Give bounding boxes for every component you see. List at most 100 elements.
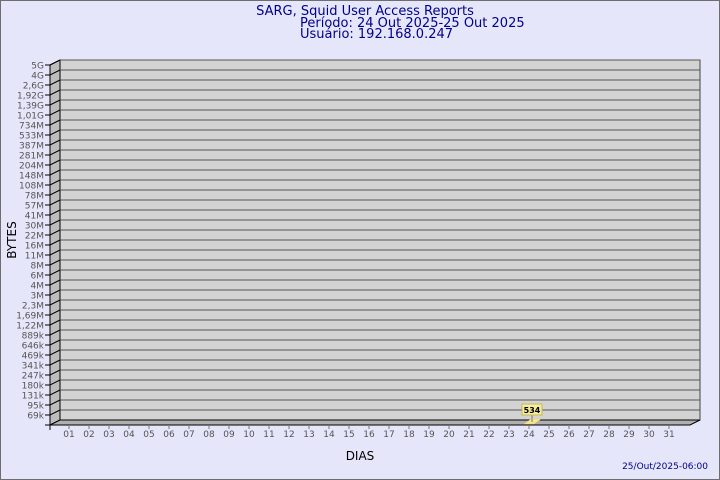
y-tick (45, 379, 61, 386)
x-tick-label: 07 (183, 430, 194, 440)
x-tick-label: 08 (203, 430, 215, 440)
x-tick-label: 14 (323, 430, 335, 440)
y-tick (45, 139, 61, 146)
y-tick (45, 369, 61, 376)
y-tick (45, 129, 61, 136)
plot-floor (49, 419, 701, 426)
y-tick (45, 59, 61, 66)
y-tick-label: 281M (19, 152, 44, 162)
y-tick (45, 89, 61, 96)
y-tick (45, 249, 61, 256)
y-tick-label: 78M (25, 192, 44, 202)
y-tick-label: 341k (22, 362, 45, 372)
y-tick (45, 259, 61, 266)
y-tick-label: 1,01G (17, 112, 44, 122)
x-tick-label: 06 (163, 430, 175, 440)
y-tick-label: 1,22M (16, 322, 44, 332)
x-tick-label: 18 (403, 430, 415, 440)
y-tick-label: 16M (25, 242, 44, 252)
y-tick (45, 279, 61, 286)
chart-period: Período: 24 Out 2025-25 Out 2025 (300, 16, 525, 31)
y-tick (45, 79, 61, 86)
y-tick (45, 119, 61, 126)
data-label-box (521, 403, 543, 416)
y-tick-label: 57M (25, 202, 44, 212)
x-tick-label: 26 (563, 430, 575, 440)
chart-user: Usuário: 192.168.0.247 (300, 27, 453, 42)
y-tick-label: 4G (31, 72, 44, 82)
x-tick-label: 13 (303, 430, 314, 440)
y-tick (45, 189, 61, 196)
y-tick-label: 3M (31, 292, 45, 302)
y-tick (45, 299, 61, 306)
x-tick-label: 31 (663, 430, 674, 440)
x-tick-label: 20 (443, 430, 455, 440)
y-axis-label: BYTES (5, 221, 19, 258)
y-tick (45, 349, 61, 356)
y-tick (45, 159, 61, 166)
x-tick-label: 10 (243, 430, 255, 440)
y-tick-label: 2,3M (22, 302, 44, 312)
chart-title: SARG, Squid User Access Reports (256, 4, 474, 19)
data-label: 534 (524, 406, 541, 415)
x-tick-label: 23 (503, 430, 514, 440)
x-tick-label: 24 (523, 430, 535, 440)
x-tick-label: 30 (643, 430, 655, 440)
y-tick-label: 469k (22, 352, 45, 362)
x-tick-label: 12 (283, 430, 294, 440)
x-tick-label: 28 (603, 430, 615, 440)
x-tick-label: 05 (143, 430, 154, 440)
y-tick-label: 148M (19, 172, 44, 182)
y-tick (45, 329, 61, 336)
y-tick (45, 199, 61, 206)
y-tick-label: 247k (22, 372, 45, 382)
x-tick-label: 29 (623, 430, 635, 440)
y-tick-label: 204M (19, 162, 44, 172)
x-tick-label: 27 (583, 430, 594, 440)
y-tick-label: 1,69M (16, 312, 44, 322)
y-tick-label: 30M (25, 222, 44, 232)
y-tick (45, 219, 61, 226)
y-tick (45, 149, 61, 156)
x-tick-label: 02 (83, 430, 94, 440)
y-tick-label: 5G (31, 62, 44, 72)
y-tick-label: 889k (22, 332, 45, 342)
y-tick-label: 2,6G (23, 82, 44, 92)
y-tick (45, 269, 61, 276)
y-tick-label: 22M (25, 232, 44, 242)
y-tick (45, 409, 61, 416)
y-tick-label: 108M (19, 182, 44, 192)
x-tick-label: 01 (63, 430, 74, 440)
y-tick (45, 109, 61, 116)
y-tick-label: 734M (19, 122, 44, 132)
x-tick-label: 15 (343, 430, 354, 440)
y-tick-label: 131k (22, 392, 45, 402)
x-tick-label: 11 (263, 430, 274, 440)
y-tick (45, 69, 61, 76)
y-tick (45, 309, 61, 316)
y-tick-label: 69k (27, 412, 44, 422)
x-tick-label: 21 (463, 430, 474, 440)
y-tick-label: 4M (31, 282, 45, 292)
y-tick-label: 180k (22, 382, 45, 392)
y-tick (45, 389, 61, 396)
y-tick-label: 1,92G (17, 92, 44, 102)
y-tick (45, 99, 61, 106)
x-tick-label: 09 (223, 430, 235, 440)
x-tick-label: 22 (483, 430, 494, 440)
y-tick-label: 6M (31, 272, 45, 282)
y-tick (45, 229, 61, 236)
y-tick-label: 533M (19, 132, 44, 142)
y-tick (45, 169, 61, 176)
x-tick-label: 16 (363, 430, 375, 440)
x-tick-label: 17 (383, 430, 394, 440)
x-tick-label: 03 (103, 430, 114, 440)
y-tick-label: 41M (25, 212, 44, 222)
y-tick (45, 319, 61, 326)
y-tick (45, 179, 61, 186)
y-tick (45, 289, 61, 296)
y-tick (45, 359, 61, 366)
y-tick-label: 11M (25, 252, 44, 262)
y-tick-label: 1,39G (17, 102, 44, 112)
